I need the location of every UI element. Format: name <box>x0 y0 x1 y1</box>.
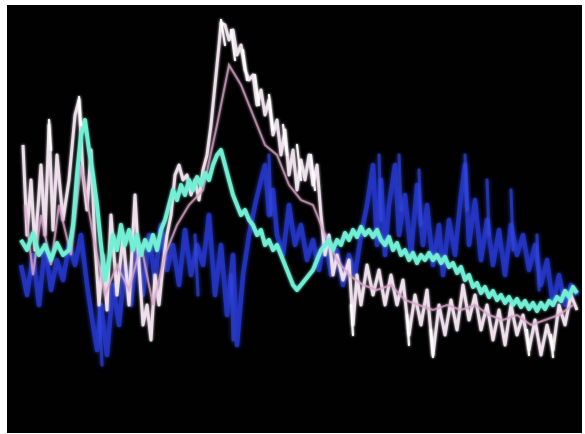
oscilloscope-display <box>7 5 582 433</box>
waveform-traces <box>18 18 579 367</box>
blue-streaks <box>97 153 541 367</box>
blue-waveform <box>18 162 579 358</box>
white-highlights <box>47 18 555 359</box>
cyan-waveform <box>19 118 579 313</box>
pink-waveform <box>24 62 574 327</box>
white-waveform <box>21 21 579 357</box>
